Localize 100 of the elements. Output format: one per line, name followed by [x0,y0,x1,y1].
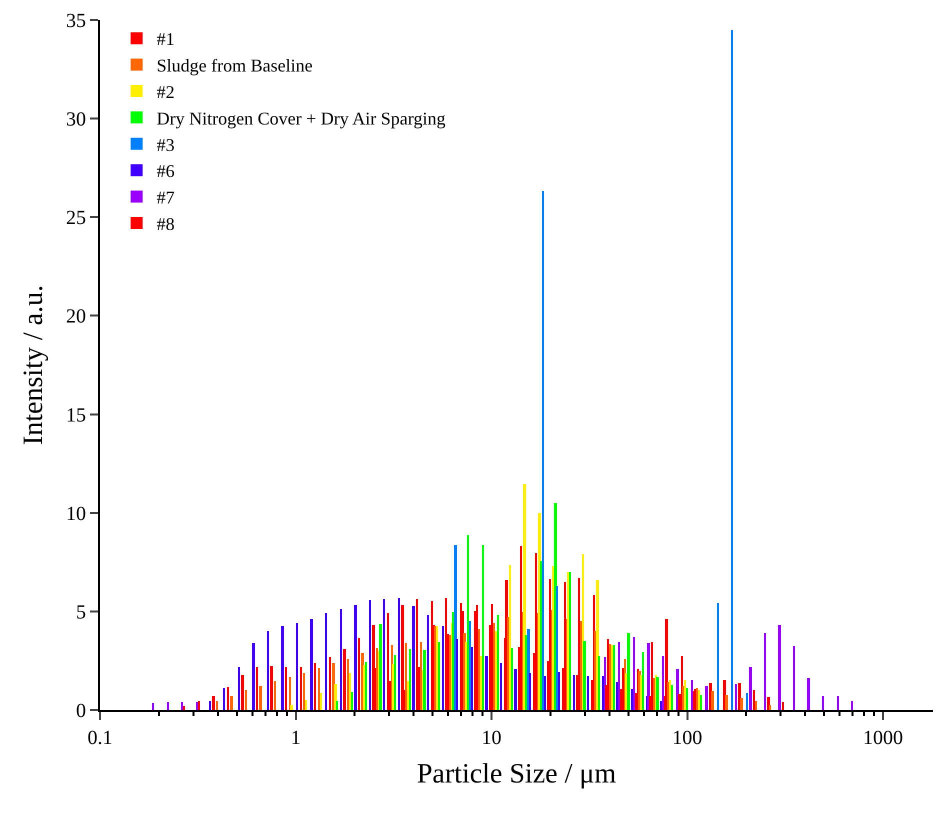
bar [314,663,316,710]
bar [544,676,546,710]
bar [485,656,488,710]
bar [627,633,630,710]
bar [320,693,322,710]
y-axis-title: Intensity / a.u. [18,284,50,446]
bar [460,603,462,710]
bar [755,701,757,710]
y-tick-label: 15 [66,404,86,426]
bar [480,656,482,710]
bar [500,663,502,710]
bar [183,706,185,710]
bar [851,701,853,710]
bar [152,703,154,710]
bar [622,668,624,710]
bar [495,631,497,710]
bar [318,668,320,710]
legend-label: Dry Nitrogen Cover + Dry Air Sparging [156,108,446,128]
bar [640,675,642,710]
bar [602,676,604,710]
bar [686,688,688,710]
legend-label: #7 [156,188,175,208]
bar [837,696,839,710]
bar [310,619,313,710]
bar [167,702,169,710]
bar [358,638,360,710]
bar [252,643,255,710]
bar [407,681,409,710]
bar [573,675,575,710]
bar [691,680,693,710]
bar [769,705,771,710]
bar [807,678,810,710]
bar [281,626,284,710]
bar [633,637,635,710]
bar [542,191,544,710]
bar [223,688,225,710]
bar [329,657,331,710]
y-tick-label: 25 [66,207,86,230]
y-tick-label: 20 [66,306,86,328]
bar [660,701,662,710]
bar [782,702,784,710]
bar [209,701,211,710]
bar [700,695,702,710]
bar [336,701,338,710]
bar [325,613,327,710]
bar [580,621,582,710]
legend-label: #8 [156,214,175,234]
bar [372,625,375,710]
bar [535,553,537,710]
bar [398,598,400,710]
bar [181,702,183,710]
bar [241,675,244,710]
bar [735,684,737,710]
bar [270,666,273,710]
bar [383,599,385,710]
legend-label: #2 [156,82,175,102]
bar [256,667,258,710]
bar [653,678,655,710]
bar [529,673,531,710]
bar [740,698,743,710]
bar [438,642,440,710]
bar [420,642,422,710]
bar [274,681,276,710]
bar [365,662,367,710]
legend-label: Sludge from Baseline [156,56,313,76]
y-tick-label: 30 [66,108,86,131]
bar [717,603,719,710]
bar [405,643,407,710]
y-tick-label: 0 [76,700,86,722]
bar [749,667,752,710]
bar [631,689,633,710]
legend-label: #3 [156,134,175,155]
bar [349,673,351,710]
bar [423,650,426,710]
legend-label: #1 [156,29,175,50]
bar [401,605,404,710]
bar [651,642,653,710]
bar [618,642,620,710]
bar [731,30,733,710]
bar [478,629,480,710]
bar [456,639,458,710]
bar [471,647,473,710]
bar [822,696,824,710]
bar [416,599,418,710]
bar [227,687,229,710]
y-tick-label: 5 [76,601,86,624]
bar [376,648,378,710]
bar [556,586,558,710]
x-tick-label: 10 [482,727,502,749]
x-tick-label: 1 [290,727,301,749]
bar [340,609,342,710]
bar [216,701,218,710]
bar [347,659,349,710]
bar [583,641,586,710]
bar [238,667,240,710]
bar [764,633,766,710]
bar [705,686,708,710]
bar [379,624,382,710]
bar [662,656,664,710]
bar [305,700,307,710]
